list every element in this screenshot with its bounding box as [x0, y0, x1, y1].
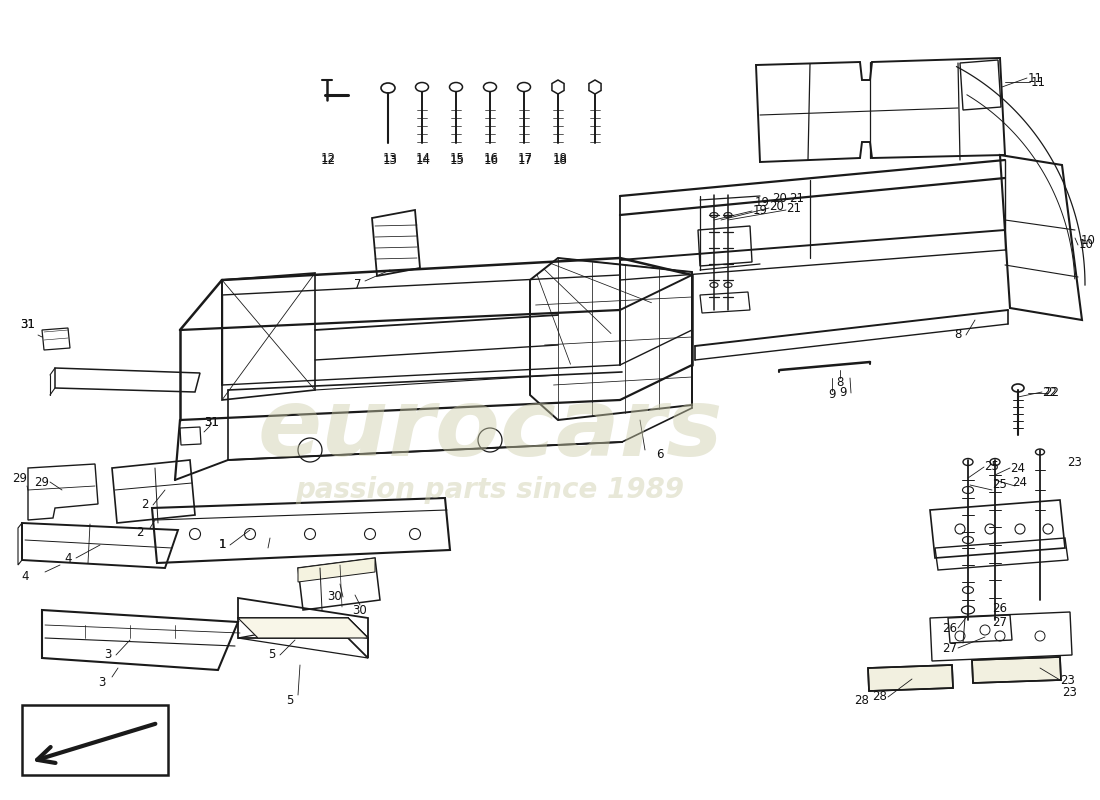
Text: 4: 4 [21, 570, 29, 583]
Text: 12: 12 [320, 151, 336, 165]
Ellipse shape [484, 82, 496, 91]
Ellipse shape [962, 486, 974, 494]
Text: 14: 14 [416, 151, 430, 165]
Text: 5: 5 [286, 694, 294, 706]
Ellipse shape [724, 282, 732, 287]
Text: 26: 26 [943, 622, 957, 634]
Ellipse shape [416, 82, 429, 91]
Text: 31: 31 [205, 415, 219, 429]
Ellipse shape [961, 606, 975, 614]
Text: 2: 2 [141, 498, 149, 511]
Polygon shape [238, 618, 368, 638]
Text: 2: 2 [136, 526, 144, 539]
Text: 25: 25 [992, 478, 1008, 491]
Text: 9: 9 [839, 386, 847, 399]
Ellipse shape [517, 82, 530, 91]
Text: 16: 16 [484, 154, 498, 166]
Ellipse shape [962, 586, 974, 594]
Text: 18: 18 [552, 151, 568, 165]
Text: 9: 9 [828, 389, 836, 402]
Polygon shape [868, 665, 953, 691]
Text: 17: 17 [517, 154, 532, 166]
Ellipse shape [990, 458, 1000, 466]
Text: 30: 30 [353, 603, 367, 617]
Text: 19: 19 [752, 203, 768, 217]
Polygon shape [972, 657, 1062, 683]
Text: 15: 15 [450, 154, 464, 166]
Ellipse shape [724, 213, 732, 218]
Text: 21: 21 [786, 202, 802, 214]
Text: 28: 28 [872, 690, 888, 703]
Text: 31: 31 [21, 318, 35, 331]
Text: 27: 27 [943, 642, 957, 654]
Text: 1: 1 [218, 538, 226, 551]
Text: 1: 1 [218, 538, 226, 551]
Text: 15: 15 [450, 151, 464, 165]
Text: 3: 3 [98, 675, 106, 689]
Text: 3: 3 [104, 649, 112, 662]
Text: 13: 13 [383, 151, 397, 165]
Text: 6: 6 [657, 449, 663, 462]
Text: 23: 23 [1060, 674, 1076, 686]
Text: 27: 27 [992, 615, 1008, 629]
Text: 8: 8 [955, 329, 961, 342]
Text: 4: 4 [64, 551, 72, 565]
Ellipse shape [962, 537, 974, 543]
Text: 29: 29 [12, 471, 28, 485]
Text: 10: 10 [1080, 234, 1096, 246]
Text: 20: 20 [772, 191, 788, 205]
Text: 11: 11 [1031, 75, 1045, 89]
Text: 7: 7 [354, 278, 362, 291]
Text: 21: 21 [790, 191, 804, 205]
Text: 23: 23 [1068, 457, 1082, 470]
Ellipse shape [710, 213, 718, 218]
Ellipse shape [962, 458, 974, 466]
Text: 24: 24 [1012, 475, 1027, 489]
Text: 5: 5 [268, 649, 276, 662]
Text: 10: 10 [1079, 238, 1093, 251]
Text: 8: 8 [836, 375, 844, 389]
Ellipse shape [1035, 449, 1045, 455]
Text: 31: 31 [21, 318, 35, 331]
Text: passion parts since 1989: passion parts since 1989 [296, 476, 684, 504]
Text: 23: 23 [1063, 686, 1077, 698]
Text: 11: 11 [1027, 71, 1043, 85]
Ellipse shape [1012, 384, 1024, 392]
Text: 31: 31 [205, 415, 219, 429]
Text: 22: 22 [1045, 386, 1059, 398]
Text: 28: 28 [855, 694, 869, 706]
Ellipse shape [710, 282, 718, 287]
Text: 17: 17 [517, 151, 532, 165]
Text: 18: 18 [552, 154, 568, 166]
Text: 30: 30 [328, 590, 342, 603]
Text: 24: 24 [1011, 462, 1025, 474]
Text: 14: 14 [416, 154, 430, 166]
Polygon shape [298, 558, 375, 582]
Text: 13: 13 [383, 154, 397, 166]
Text: 29: 29 [34, 475, 50, 489]
Text: eurocars: eurocars [257, 384, 723, 476]
Text: 19: 19 [755, 195, 770, 209]
Text: 12: 12 [320, 154, 336, 166]
Text: 26: 26 [992, 602, 1008, 614]
Ellipse shape [381, 83, 395, 93]
Text: 22: 22 [1043, 386, 1057, 398]
Text: 20: 20 [770, 201, 784, 214]
Ellipse shape [450, 82, 462, 91]
Text: 25: 25 [984, 461, 1000, 474]
Text: 16: 16 [484, 151, 498, 165]
